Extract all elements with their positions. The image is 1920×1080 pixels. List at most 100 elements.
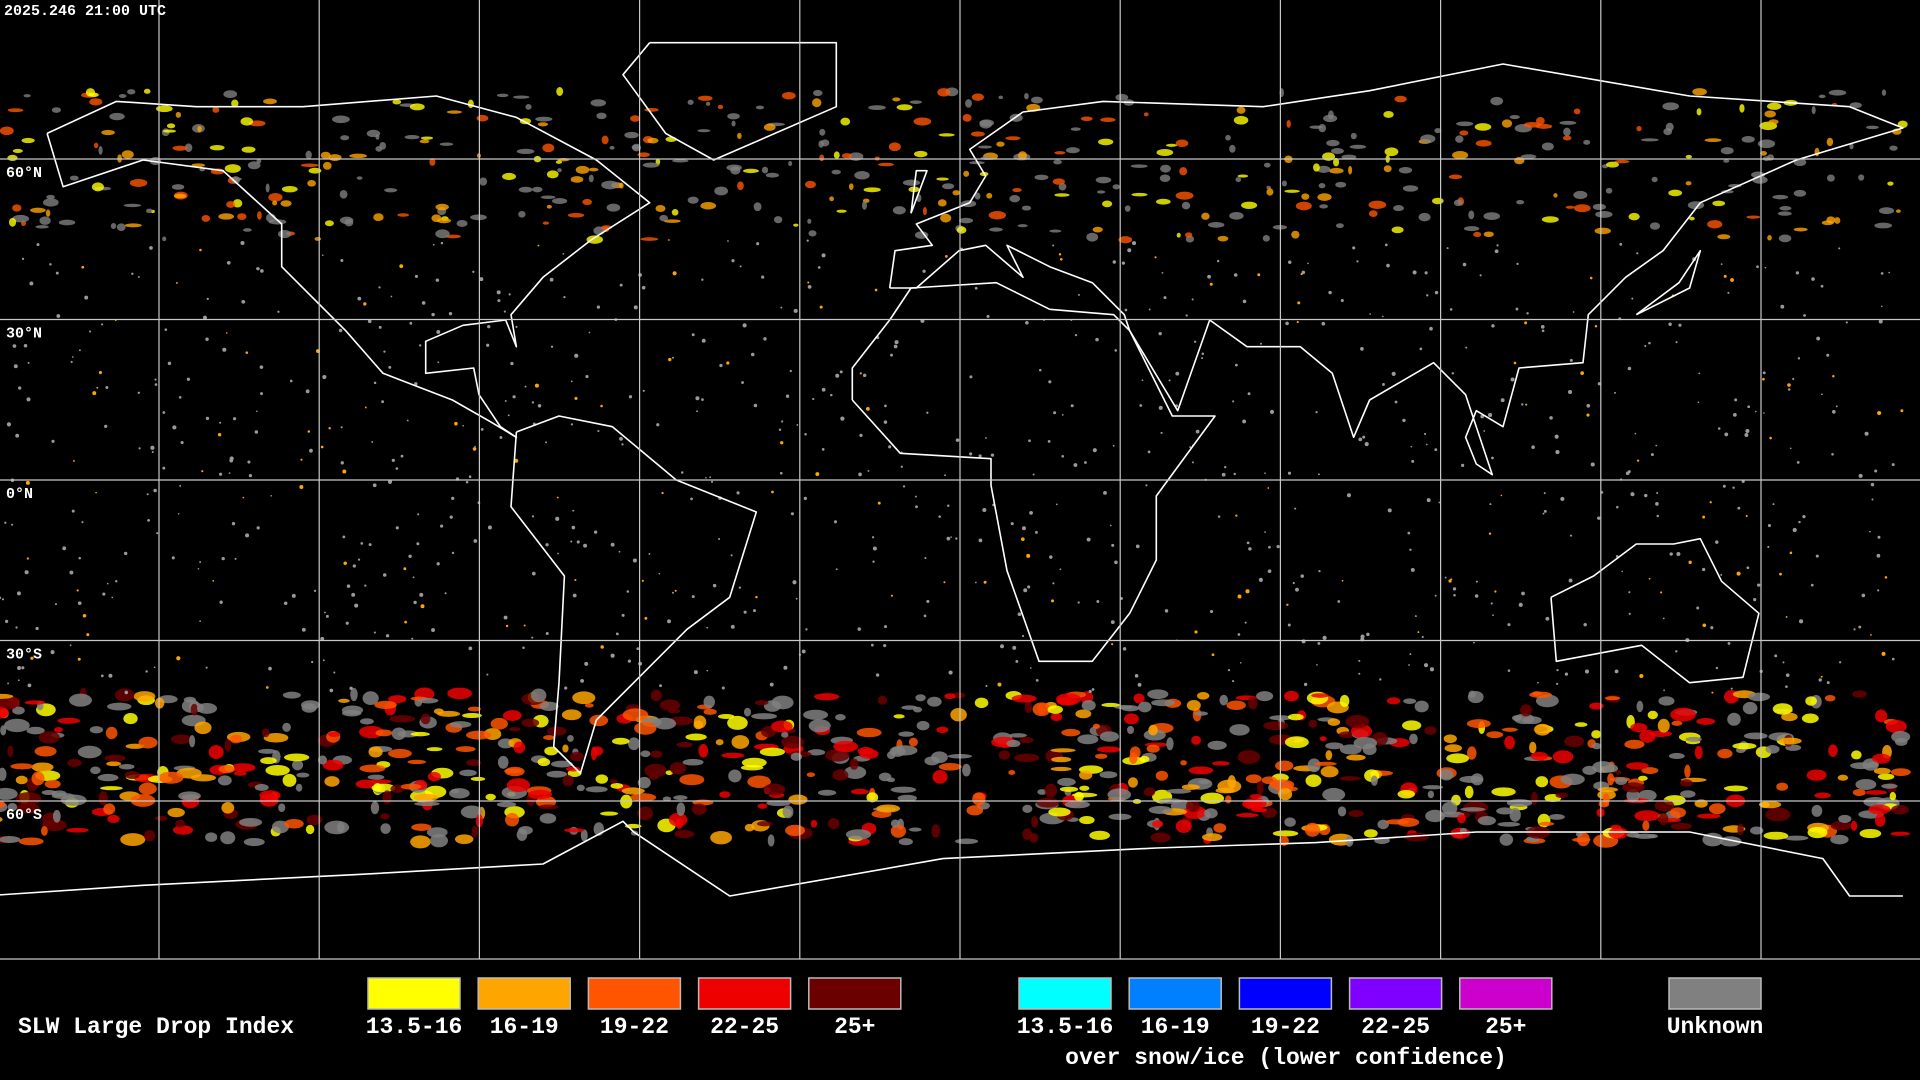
cloud (76, 589, 79, 592)
coastline (0, 820, 1903, 897)
cloud (944, 693, 956, 700)
cloud (95, 491, 97, 494)
cloud (1798, 520, 1801, 524)
cloud (1211, 653, 1215, 657)
cloud (1263, 721, 1289, 731)
cloud (309, 448, 313, 453)
cloud (782, 805, 794, 819)
cloud (1358, 672, 1361, 675)
cloud (387, 479, 393, 484)
cloud (1429, 326, 1433, 331)
cloud (1191, 298, 1194, 301)
cloud (857, 627, 861, 631)
cloud (965, 99, 972, 108)
cloud (600, 811, 619, 816)
cloud (342, 469, 347, 474)
cloud (201, 470, 204, 473)
cloud (859, 433, 863, 438)
cloud (1394, 400, 1398, 404)
cloud (974, 286, 978, 290)
cloud (479, 177, 488, 186)
cloud (341, 705, 364, 715)
cloud (411, 823, 432, 831)
cloud (507, 414, 510, 417)
cloud (123, 713, 138, 725)
cloud (1796, 461, 1800, 464)
cloud (812, 98, 822, 108)
cloud (1525, 403, 1528, 406)
cloud (1806, 769, 1827, 781)
cloud (486, 673, 489, 676)
cloud (105, 726, 118, 740)
cloud (1256, 691, 1274, 702)
cloud (1009, 733, 1027, 738)
cloud (1291, 230, 1300, 239)
cloud (1409, 548, 1412, 551)
cloud (1619, 242, 1623, 246)
cloud (1717, 234, 1731, 240)
cloud (819, 128, 826, 136)
cloud-field (0, 87, 1911, 849)
cloud (395, 467, 399, 470)
cloud (7, 802, 18, 812)
cloud (1488, 412, 1493, 418)
cloud (451, 551, 455, 555)
cloud (1110, 620, 1115, 625)
cloud (106, 702, 132, 711)
cloud (1348, 165, 1353, 175)
cloud (1048, 380, 1052, 384)
cloud (1535, 116, 1545, 126)
cloud (741, 757, 767, 768)
cloud (69, 644, 72, 647)
cloud (1541, 329, 1545, 333)
cloud (870, 643, 874, 647)
cloud (1684, 764, 1691, 778)
cloud (1655, 502, 1659, 506)
cloud (7, 745, 14, 757)
cloud (60, 794, 87, 806)
cloud (690, 497, 693, 501)
cloud (739, 265, 742, 268)
cloud (1830, 820, 1852, 831)
cloud (1246, 541, 1250, 545)
legend-swatch (477, 977, 571, 1010)
cloud (1181, 784, 1200, 790)
cloud (1233, 472, 1236, 476)
cloud (1792, 377, 1795, 381)
cloud (1189, 446, 1192, 449)
cloud (1711, 691, 1714, 694)
cloud (1287, 713, 1304, 721)
cloud (1155, 770, 1169, 781)
cloud (363, 302, 367, 306)
cloud (1434, 594, 1437, 597)
cloud (1460, 807, 1486, 812)
cloud (633, 305, 638, 310)
cloud (436, 330, 441, 334)
cloud (349, 153, 367, 159)
cloud (1317, 641, 1321, 645)
cloud (1194, 340, 1197, 343)
cloud (1158, 331, 1162, 336)
cloud (49, 263, 52, 266)
cloud (1696, 108, 1702, 116)
cloud (1235, 514, 1238, 517)
cloud (308, 167, 322, 174)
cloud (454, 834, 474, 845)
legend-label: 16-19 (490, 1014, 559, 1040)
cloud (519, 118, 532, 125)
cloud (176, 656, 181, 661)
cloud (487, 525, 492, 530)
cloud (644, 616, 648, 620)
cloud (151, 450, 154, 454)
cloud (1741, 135, 1755, 143)
cloud (877, 695, 888, 705)
latitude-label: 60°S (6, 807, 42, 824)
cloud (1644, 493, 1648, 498)
cloud (1050, 748, 1076, 753)
cloud (209, 144, 225, 151)
cloud (225, 332, 228, 334)
cloud (862, 373, 867, 378)
cloud (1807, 826, 1828, 839)
cloud (632, 558, 637, 563)
cloud (320, 445, 324, 449)
